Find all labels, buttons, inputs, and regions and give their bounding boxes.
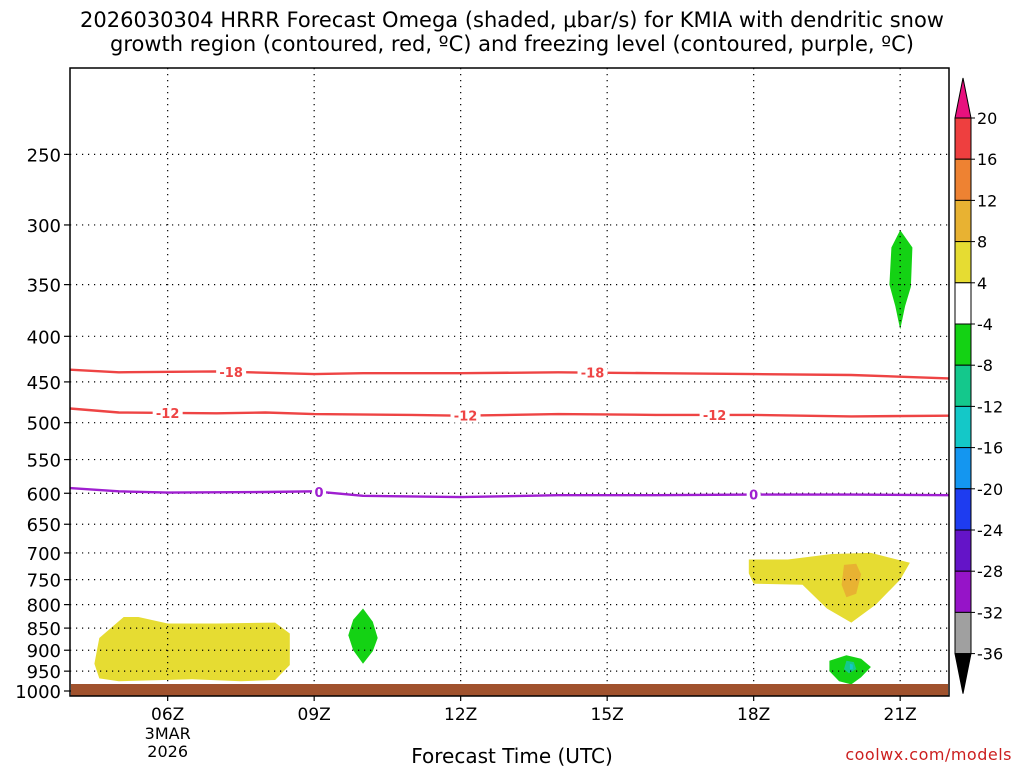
plot-border bbox=[69, 67, 950, 697]
colorbar-swatch-11 bbox=[954, 529, 972, 572]
plot-frame bbox=[69, 67, 950, 697]
y-tick-label-950: 950 bbox=[27, 662, 61, 683]
x-tick-year: 2026 bbox=[147, 742, 188, 761]
colorbar-label: 16 bbox=[977, 150, 997, 169]
chart-title: 2026030304 HRRR Forecast Omega (shaded, … bbox=[80, 8, 944, 32]
colorbar-label: -36 bbox=[977, 645, 1003, 664]
colorbar-swatch-9 bbox=[954, 447, 972, 490]
contour-label--12: -12 bbox=[703, 409, 727, 424]
colorbar-swatch-10 bbox=[954, 488, 972, 531]
y-tick-label-250: 250 bbox=[27, 145, 61, 166]
colorbar: 20 16 12 8 4 -4 -8 -12 -16 -20 -24 -28 -32 -36 bbox=[954, 77, 1003, 694]
colorbar-swatch-13 bbox=[954, 611, 972, 655]
colorbar-label: -4 bbox=[977, 315, 993, 334]
colorbar-label: -28 bbox=[977, 562, 1003, 581]
y-tick-label-600: 600 bbox=[27, 484, 61, 505]
colorbar-under-arrow bbox=[954, 653, 972, 694]
y-tick-label-400: 400 bbox=[27, 327, 61, 348]
colorbar-swatch-2 bbox=[954, 158, 972, 201]
contour-label-0: 0 bbox=[749, 489, 758, 504]
colorbar-label: -8 bbox=[977, 356, 993, 375]
y-tick-label-550: 550 bbox=[27, 451, 61, 472]
colorbar-swatch-1 bbox=[954, 117, 972, 160]
y-tick-label-350: 350 bbox=[27, 276, 61, 297]
grid-lines bbox=[70, 68, 949, 696]
x-axis-label: Forecast Time (UTC) bbox=[411, 744, 613, 768]
colorbar-label: -20 bbox=[977, 480, 1003, 499]
y-tick-label-700: 700 bbox=[27, 544, 61, 565]
omega-shading bbox=[94, 230, 913, 685]
y-tick-label-800: 800 bbox=[27, 596, 61, 617]
colorbar-label: -24 bbox=[977, 521, 1003, 540]
colorbar-swatch-12 bbox=[954, 570, 972, 613]
y-tick-label-500: 500 bbox=[27, 414, 61, 435]
shaded-region-5 bbox=[841, 563, 862, 598]
contour-label-bg bbox=[746, 487, 761, 502]
contour-label--12: -12 bbox=[454, 410, 478, 425]
contour-label--12: -12 bbox=[156, 407, 180, 422]
shaded-region-4 bbox=[748, 552, 910, 623]
contour-label-bg bbox=[152, 405, 183, 420]
colorbar-over-arrow bbox=[954, 77, 972, 119]
contour-label-bg bbox=[577, 365, 608, 380]
shaded-region-8 bbox=[849, 663, 853, 670]
colorbar-swatch-4 bbox=[954, 241, 972, 284]
contour-label--18: -18 bbox=[581, 367, 605, 382]
contour-label-bg bbox=[312, 484, 327, 499]
shaded-region-1 bbox=[94, 617, 290, 682]
contour-0 bbox=[69, 486, 950, 499]
colorbar-swatch-5 bbox=[954, 282, 972, 325]
shaded-region-2 bbox=[348, 608, 378, 664]
contour--12 bbox=[69, 407, 950, 418]
x-tick-label-06Z: 06Z bbox=[151, 705, 184, 725]
colorbar-swatch-3 bbox=[954, 199, 972, 243]
y-tick-label-900: 900 bbox=[27, 641, 61, 662]
colorbar-label: 12 bbox=[977, 191, 997, 210]
contour-label-bg bbox=[699, 407, 730, 422]
x-tick-label-18Z: 18Z bbox=[737, 705, 770, 725]
y-tick-label-850: 850 bbox=[27, 619, 61, 640]
colorbar-label: 8 bbox=[977, 233, 987, 252]
colorbar-label: 20 bbox=[977, 109, 997, 128]
contour-label--18: -18 bbox=[219, 366, 243, 381]
y-tick-label-750: 750 bbox=[27, 571, 61, 592]
x-tick-label-15Z: 15Z bbox=[591, 705, 624, 725]
y-axis: 2503003504004505005506006507007508008509… bbox=[15, 145, 70, 703]
contour--18 bbox=[69, 368, 950, 380]
contour-label-0: 0 bbox=[315, 486, 324, 501]
colorbar-swatch-7 bbox=[954, 364, 972, 407]
x-tick-label-21Z: 21Z bbox=[884, 705, 917, 725]
y-tick-label-1000: 1000 bbox=[15, 682, 61, 703]
x-tick-label-12Z: 12Z bbox=[444, 705, 477, 725]
shaded-region-3 bbox=[889, 230, 913, 330]
colorbar-swatch-6 bbox=[954, 323, 972, 366]
y-tick-label-300: 300 bbox=[27, 216, 61, 237]
y-tick-label-650: 650 bbox=[27, 515, 61, 536]
colorbar-label: -32 bbox=[977, 603, 1003, 622]
credit-link[interactable]: coolwx.com/models bbox=[845, 745, 1012, 764]
colorbar-label: 4 bbox=[977, 274, 987, 293]
x-tick-label-09Z: 09Z bbox=[298, 705, 331, 725]
temperature-contours: -18 -18 -12 -12 -12 0 0 bbox=[69, 364, 950, 504]
colorbar-swatch-8 bbox=[954, 405, 972, 449]
colorbar-label: -16 bbox=[977, 439, 1003, 458]
contour-label-bg bbox=[216, 364, 247, 379]
x-tick-date: 3MAR bbox=[145, 724, 191, 743]
contour-label-bg bbox=[450, 408, 481, 423]
terrain-strip bbox=[71, 684, 948, 696]
colorbar-label: -12 bbox=[977, 397, 1003, 416]
terrain-layer bbox=[71, 684, 948, 696]
chart-subtitle: growth region (contoured, red, ºC) and f… bbox=[110, 32, 914, 56]
y-tick-label-450: 450 bbox=[27, 373, 61, 394]
